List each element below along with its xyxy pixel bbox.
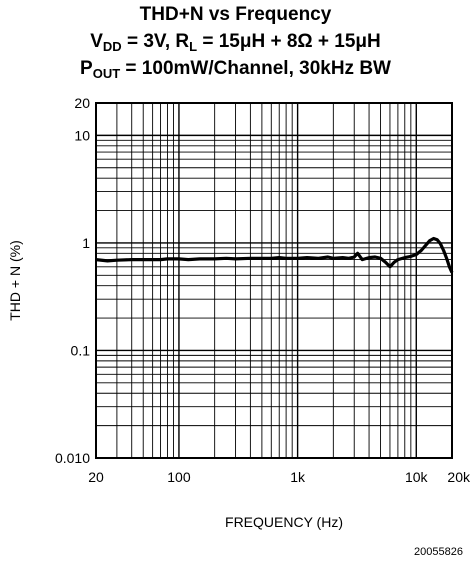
x-tick-label: 20k	[447, 469, 471, 485]
subtitle-text: = 100mW/Channel, 30kHz BW	[120, 58, 391, 79]
x-tick-label: 10k	[405, 469, 429, 485]
y-tick-label: 1	[82, 235, 90, 251]
chart-title: THD+N vs Frequency	[139, 4, 332, 25]
subtitle-subscript: OUT	[92, 66, 121, 81]
subtitle-subscript: DD	[102, 39, 122, 54]
x-tick-label: 20	[88, 469, 104, 485]
y-tick-label: 20	[74, 95, 90, 111]
y-tick-label: 10	[74, 127, 90, 143]
y-tick-label: 0.1	[71, 342, 91, 358]
x-tick-label: 100	[167, 469, 191, 485]
subtitle-text: = 15μH + 8Ω + 15μH	[197, 31, 381, 52]
subtitle-text: P	[80, 58, 93, 79]
y-tick-label: 0.010	[55, 450, 90, 466]
chart-subtitle-line-2: POUT = 100mW/Channel, 30kHz BW	[0, 58, 471, 80]
subtitle-subscript: L	[189, 39, 198, 54]
series-line	[95, 236, 454, 274]
x-axis-label: FREQUENCY (Hz)	[225, 514, 343, 530]
subtitle-text: V	[90, 31, 103, 52]
x-tick-label: 1k	[290, 469, 306, 485]
chart-subtitle-line-1: VDD = 3V, RL = 15μH + 8Ω + 15μH	[0, 31, 471, 53]
figure-id: 20055826	[414, 546, 463, 558]
y-axis-label: THD + N (%)	[7, 240, 23, 321]
subtitle-text: = 3V, R	[121, 31, 190, 52]
plot-frame	[95, 102, 453, 459]
